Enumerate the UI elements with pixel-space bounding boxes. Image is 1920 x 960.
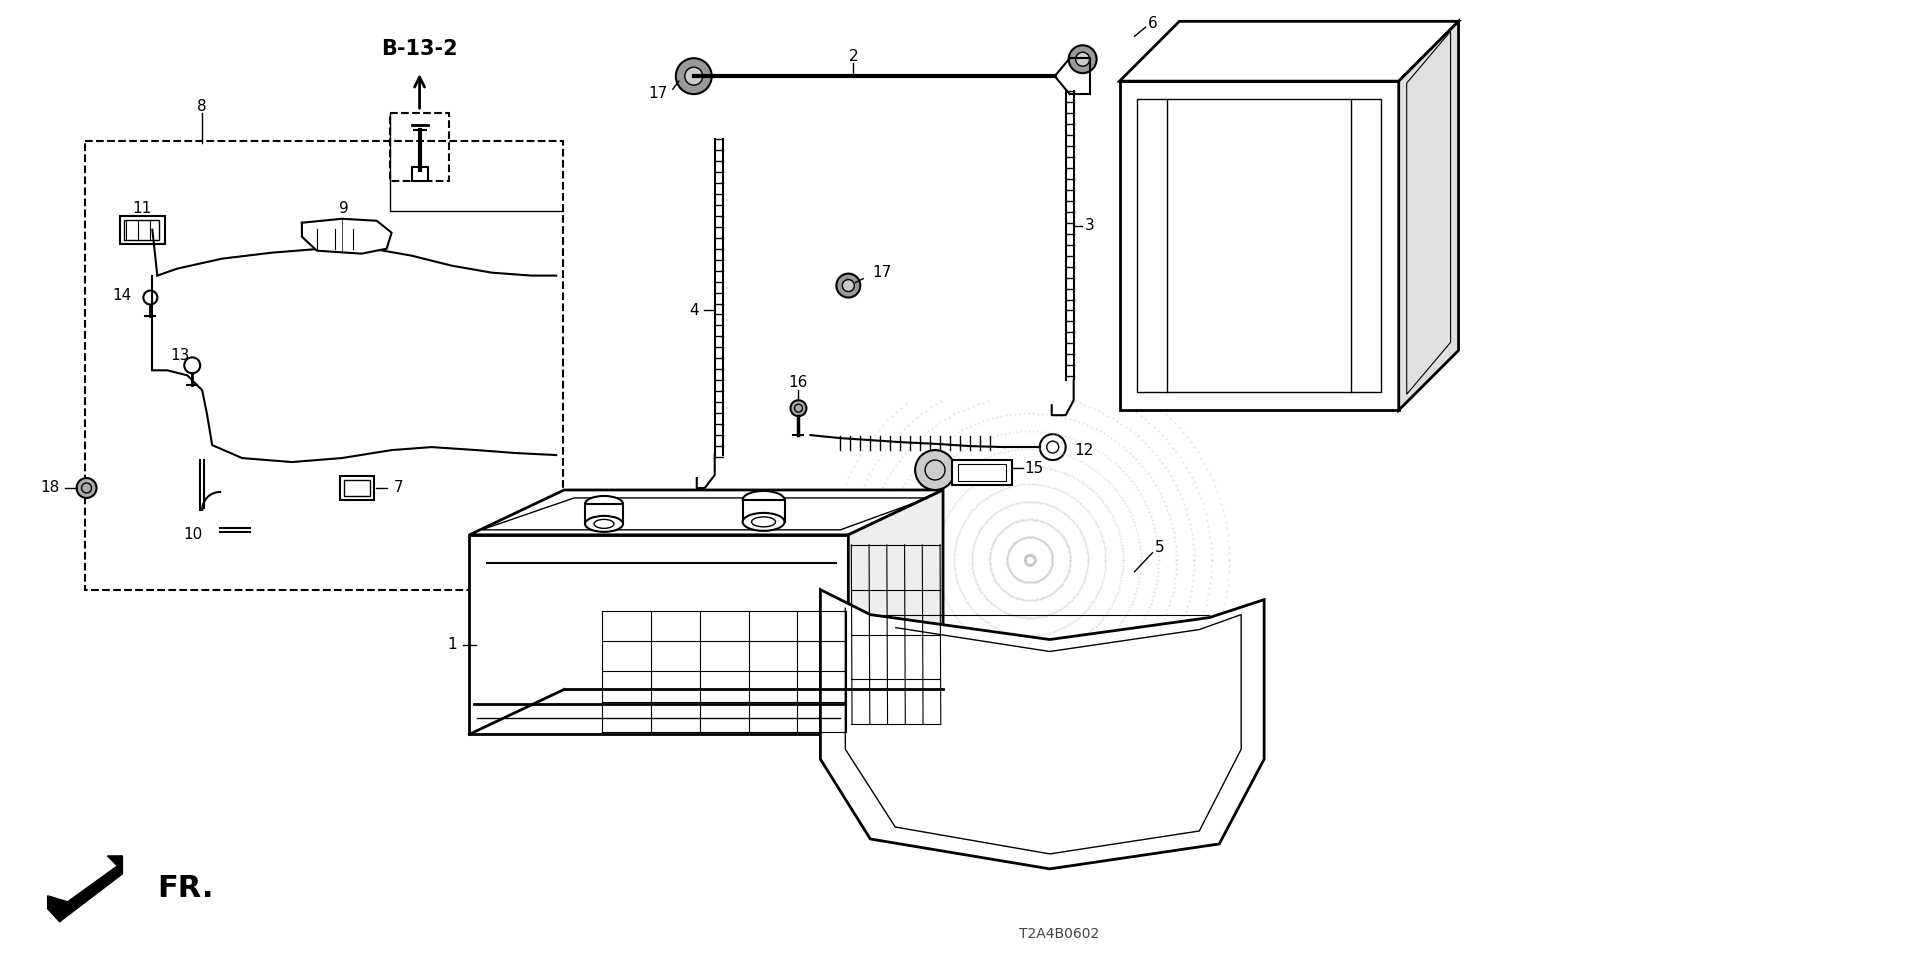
Text: 10: 10 (182, 527, 202, 542)
Text: 2: 2 (849, 49, 858, 63)
Text: 18: 18 (40, 480, 60, 495)
Text: 9: 9 (340, 202, 349, 216)
Bar (344, 480, 371, 496)
Bar (84, 141, 563, 589)
Bar (340, 476, 374, 500)
Ellipse shape (743, 513, 785, 531)
Text: FR.: FR. (157, 875, 213, 903)
Bar (411, 167, 428, 180)
Bar (952, 460, 1012, 485)
Text: 11: 11 (132, 202, 152, 216)
Polygon shape (1400, 21, 1459, 410)
Bar (586, 504, 622, 524)
Text: 17: 17 (872, 265, 891, 280)
Text: 12: 12 (1075, 443, 1094, 458)
Bar (125, 220, 159, 240)
Text: 13: 13 (171, 348, 190, 363)
Circle shape (837, 274, 860, 298)
Circle shape (685, 67, 703, 85)
Circle shape (184, 357, 200, 373)
Bar (390, 113, 449, 180)
Circle shape (1075, 52, 1091, 66)
Bar (121, 216, 165, 244)
Circle shape (843, 279, 854, 292)
Bar (743, 500, 785, 522)
Polygon shape (1119, 82, 1400, 410)
Polygon shape (468, 535, 849, 734)
Text: B-13-2: B-13-2 (382, 39, 457, 60)
Text: 6: 6 (1148, 15, 1158, 31)
Polygon shape (468, 490, 943, 535)
Polygon shape (1119, 21, 1459, 82)
Ellipse shape (586, 496, 622, 512)
Text: 3: 3 (1085, 218, 1094, 233)
Text: 14: 14 (113, 288, 132, 303)
Text: 15: 15 (1025, 461, 1044, 475)
Text: 8: 8 (198, 99, 207, 113)
Ellipse shape (743, 491, 785, 509)
Text: 16: 16 (789, 374, 808, 390)
Circle shape (77, 478, 96, 498)
Text: T2A4B0602: T2A4B0602 (1020, 926, 1100, 941)
Polygon shape (301, 219, 392, 253)
Ellipse shape (586, 516, 622, 532)
Polygon shape (849, 490, 943, 734)
Circle shape (676, 59, 712, 94)
Polygon shape (820, 589, 1263, 869)
Text: 7: 7 (394, 480, 403, 495)
Circle shape (791, 400, 806, 417)
Circle shape (144, 291, 157, 304)
Text: 5: 5 (1154, 540, 1164, 555)
Circle shape (1069, 45, 1096, 73)
Text: 4: 4 (689, 303, 699, 318)
Bar (958, 464, 1006, 481)
Text: 17: 17 (649, 85, 668, 101)
Circle shape (916, 450, 954, 490)
Polygon shape (48, 856, 123, 922)
Text: 1: 1 (447, 637, 457, 652)
